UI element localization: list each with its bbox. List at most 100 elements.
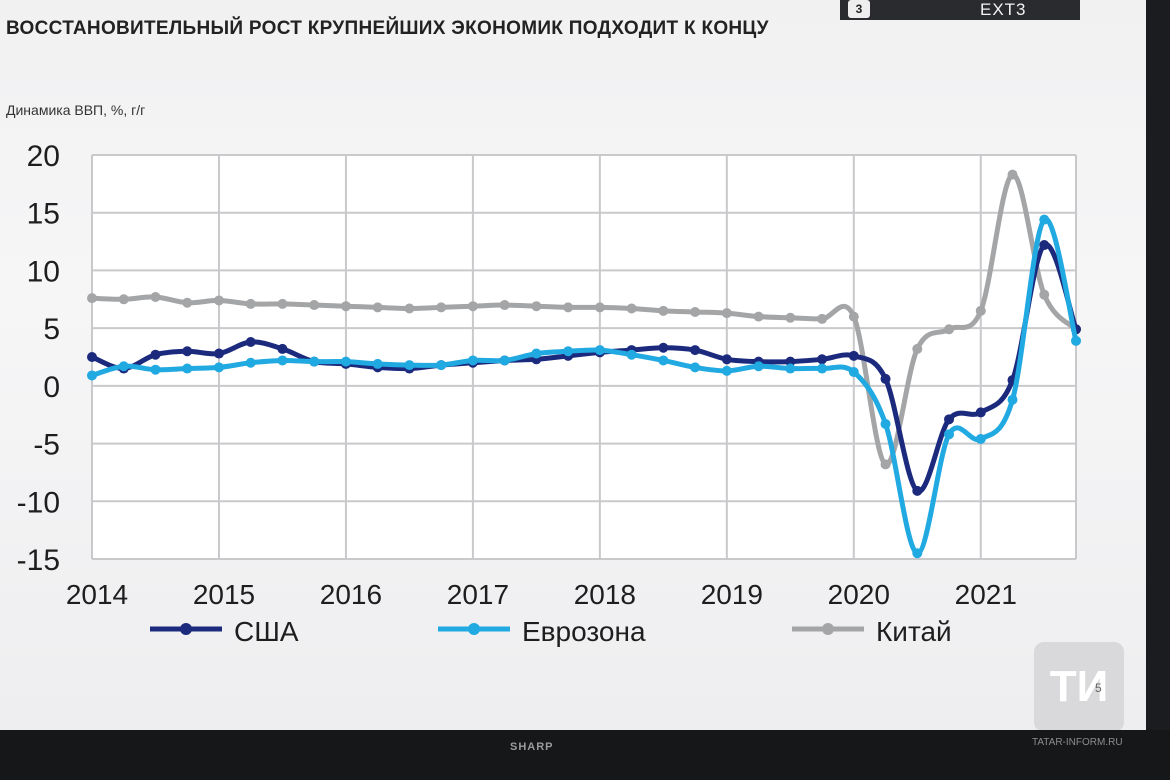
data-point — [753, 311, 764, 322]
plot-area — [92, 155, 1076, 559]
logo-text: ТИ — [1049, 662, 1109, 711]
input-label: EXT3 — [980, 0, 1027, 19]
data-point — [912, 485, 923, 496]
data-point — [1007, 169, 1018, 180]
data-point — [499, 300, 510, 311]
y-tick-label: -15 — [17, 544, 60, 577]
data-point — [372, 302, 383, 313]
data-point — [213, 362, 224, 373]
screen-frame-right — [1146, 0, 1170, 730]
ti-logo: ТИ — [1034, 642, 1124, 732]
legend-marker — [468, 623, 480, 635]
legend-label: Китай — [876, 616, 952, 647]
data-point — [912, 548, 923, 559]
data-point — [531, 301, 542, 312]
y-tick-label: -10 — [17, 486, 60, 519]
x-tick-label: 2014 — [66, 579, 128, 610]
osd-bar: 3 EXT3 — [840, 0, 1080, 20]
x-tick-label: 2021 — [955, 579, 1017, 610]
data-point — [721, 354, 732, 365]
data-point — [245, 336, 256, 347]
data-point — [1007, 394, 1018, 405]
y-tick-label: -5 — [33, 429, 60, 462]
data-point — [880, 418, 891, 429]
data-point — [87, 293, 97, 304]
data-point — [150, 349, 161, 360]
tv-bezel — [0, 730, 1170, 780]
data-point — [944, 414, 955, 425]
x-tick-label: 2018 — [574, 579, 636, 610]
data-point — [817, 354, 828, 365]
data-point — [404, 303, 415, 314]
data-point — [785, 356, 796, 367]
x-tick-label: 2019 — [701, 579, 763, 610]
data-point — [817, 363, 828, 374]
data-point — [340, 356, 351, 367]
data-point — [245, 357, 256, 368]
data-point — [658, 305, 669, 316]
data-point — [944, 429, 955, 440]
data-point — [87, 370, 97, 381]
chart-subtitle: Динамика ВВП, %, г/г — [6, 102, 146, 118]
data-point — [531, 348, 542, 359]
data-point — [277, 343, 288, 354]
input-badge: 3 — [848, 0, 870, 18]
y-tick-label: 5 — [43, 313, 60, 346]
y-tick-label: 15 — [27, 198, 60, 231]
data-point — [721, 308, 732, 319]
data-point — [880, 459, 891, 470]
data-point — [340, 301, 351, 312]
data-point — [563, 302, 574, 313]
data-point — [467, 301, 478, 312]
data-point — [817, 313, 828, 324]
series-line — [91, 216, 1079, 556]
data-point — [436, 360, 447, 371]
data-point — [658, 355, 669, 366]
data-point — [785, 363, 796, 374]
data-point — [245, 298, 256, 309]
y-tick-label: 20 — [27, 140, 60, 173]
page-number: 5 — [1095, 681, 1102, 695]
data-point — [880, 373, 891, 384]
x-tick-label: 2016 — [320, 579, 382, 610]
data-point — [944, 324, 955, 335]
data-point — [848, 350, 859, 361]
data-point — [1039, 240, 1050, 251]
y-tick-label: 0 — [43, 371, 60, 404]
legend-label: Еврозона — [522, 616, 646, 647]
data-point — [118, 361, 129, 372]
data-point — [690, 306, 701, 317]
data-point — [975, 433, 986, 444]
data-point — [753, 361, 764, 372]
data-point — [690, 362, 701, 373]
data-point — [467, 355, 478, 366]
data-point — [150, 291, 161, 302]
y-tick-label: 10 — [27, 255, 60, 288]
data-point — [309, 356, 320, 367]
data-point — [1039, 289, 1050, 300]
data-point — [277, 298, 288, 309]
data-point — [499, 355, 510, 366]
data-point — [626, 303, 637, 314]
data-point — [309, 300, 320, 311]
legend-marker — [822, 623, 834, 635]
data-point — [372, 358, 383, 369]
page-title: ВОССТАНОВИТЕЛЬНЫЙ РОСТ КРУПНЕЙШИХ ЭКОНОМ… — [6, 18, 769, 39]
data-point — [912, 343, 923, 354]
data-point — [213, 348, 224, 359]
data-point — [150, 364, 161, 375]
data-point — [1071, 335, 1081, 346]
data-point — [563, 346, 574, 357]
data-point — [975, 407, 986, 418]
data-point — [848, 367, 859, 378]
data-point — [690, 345, 701, 356]
data-point — [213, 295, 224, 306]
data-point — [436, 302, 447, 313]
data-point — [785, 312, 796, 323]
data-point — [1039, 214, 1050, 225]
data-point — [975, 305, 986, 316]
data-point — [87, 352, 97, 362]
data-point — [594, 345, 605, 356]
legend-label: США — [234, 616, 299, 647]
